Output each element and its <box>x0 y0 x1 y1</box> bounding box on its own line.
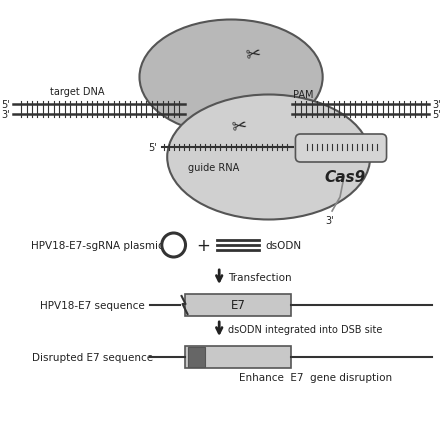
Text: guide RNA: guide RNA <box>188 163 239 172</box>
Text: target DNA: target DNA <box>51 87 105 97</box>
Text: HPV18-E7 sequence: HPV18-E7 sequence <box>40 300 145 310</box>
Text: HPV18-E7-sgRNA plasmid: HPV18-E7-sgRNA plasmid <box>31 240 164 250</box>
Text: dsODN: dsODN <box>266 240 302 250</box>
Text: 3': 3' <box>326 215 334 225</box>
Text: ✂: ✂ <box>230 117 248 137</box>
Text: 3': 3' <box>2 110 10 120</box>
Text: ✂: ✂ <box>244 45 262 65</box>
Text: 3': 3' <box>432 100 441 110</box>
Text: E7: E7 <box>230 299 245 312</box>
Bar <box>187 347 206 367</box>
Text: 5': 5' <box>432 110 441 120</box>
Text: 5': 5' <box>1 100 10 110</box>
Text: Transfection: Transfection <box>228 272 292 283</box>
Text: Cas9: Cas9 <box>324 170 365 185</box>
Text: 5': 5' <box>148 143 157 153</box>
Text: dsODN integrated into DSB site: dsODN integrated into DSB site <box>228 324 382 334</box>
Circle shape <box>162 233 186 258</box>
Text: Disrupted E7 sequence: Disrupted E7 sequence <box>32 352 153 362</box>
Text: PAM: PAM <box>293 90 314 100</box>
Bar <box>185 346 291 368</box>
Ellipse shape <box>167 95 370 220</box>
Ellipse shape <box>140 21 323 135</box>
Bar <box>185 294 291 316</box>
FancyBboxPatch shape <box>295 135 387 163</box>
Text: Enhance  E7  gene disruption: Enhance E7 gene disruption <box>239 372 392 382</box>
Text: +: + <box>196 237 210 255</box>
